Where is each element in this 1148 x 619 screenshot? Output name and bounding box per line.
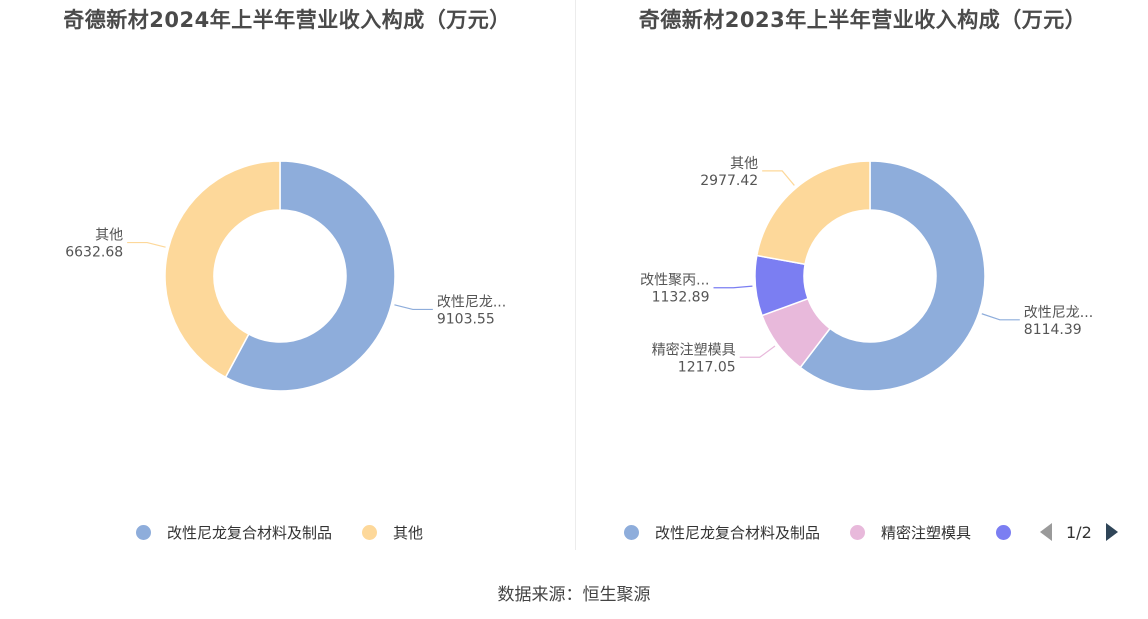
slice-name-label: 精密注塑模具 xyxy=(652,341,736,358)
chart-title-2023: 奇德新材2023年上半年营业收入构成（万元） xyxy=(638,8,1087,32)
legend-label: 改性尼龙复合材料及制品 xyxy=(655,523,821,542)
slice-name-label: 其他 xyxy=(95,228,123,244)
slice-name-label: 其他 xyxy=(730,156,758,172)
slice-name-label: 改性聚丙... xyxy=(640,273,709,289)
slice-name-label: 改性尼龙... xyxy=(437,294,506,310)
panel-divider xyxy=(575,0,576,550)
data-source: 数据来源：恒生聚源 xyxy=(497,585,651,605)
legend-dot-icon xyxy=(624,524,639,540)
legend-2023: 改性尼龙复合材料及制品 精密注塑模具 1/2 xyxy=(577,519,1148,545)
legend-item-other[interactable]: 其他 xyxy=(362,519,423,545)
label-leader-line xyxy=(394,304,433,311)
slice-value-label: 6632.68 xyxy=(65,245,123,261)
legend-item-nylon[interactable]: 改性尼龙复合材料及制品 xyxy=(624,519,820,545)
legend-2024: 改性尼龙复合材料及制品 其他 xyxy=(0,519,574,545)
pager-prev-icon[interactable] xyxy=(1040,523,1052,541)
slice-value-label: 9103.55 xyxy=(437,311,495,327)
slice-value-label: 1132.89 xyxy=(652,290,710,306)
label-leader-line xyxy=(127,241,166,248)
pager-text: 1/2 xyxy=(1066,522,1092,542)
right-chart-panel: 奇德新材2023年上半年营业收入构成（万元） 改性尼龙... 8114.39 精密注… xyxy=(577,0,1148,552)
legend-dot-icon xyxy=(996,524,1011,540)
legend-label: 精密注塑模具 xyxy=(881,523,972,542)
legend-item-pp[interactable] xyxy=(996,519,1027,545)
legend-dot-icon xyxy=(362,524,377,540)
donut-slice[interactable] xyxy=(224,160,396,392)
label-leader-line xyxy=(762,170,795,186)
pager-next-icon[interactable] xyxy=(1105,523,1118,541)
slice-value-label: 8114.39 xyxy=(1024,322,1082,338)
slice-value-label: 1217.05 xyxy=(678,359,736,375)
legend-dot-icon xyxy=(136,524,151,540)
slice-name-label: 改性尼龙... xyxy=(1024,305,1093,321)
slice-value-label: 2977.42 xyxy=(700,173,758,189)
legend-item-nylon[interactable]: 改性尼龙复合材料及制品 xyxy=(136,519,332,545)
legend-label: 其他 xyxy=(393,523,424,542)
donut-slice[interactable] xyxy=(755,160,871,266)
label-leader-line xyxy=(981,313,1020,321)
label-leader-line xyxy=(739,345,776,358)
donut-slice[interactable] xyxy=(799,160,986,392)
legend-pager: 1/2 xyxy=(1040,519,1118,545)
chart-title-2024: 奇德新材2024年上半年营业收入构成（万元） xyxy=(63,8,511,32)
label-leader-line xyxy=(713,285,753,289)
legend-label: 改性尼龙复合材料及制品 xyxy=(167,523,333,542)
legend-dot-icon xyxy=(850,524,865,540)
donut-slice[interactable] xyxy=(164,160,281,379)
legend-item-mold[interactable]: 精密注塑模具 xyxy=(850,519,971,545)
left-chart-panel: 奇德新材2024年上半年营业收入构成（万元） 改性尼龙... 9103.55 其他 6… xyxy=(0,0,574,552)
